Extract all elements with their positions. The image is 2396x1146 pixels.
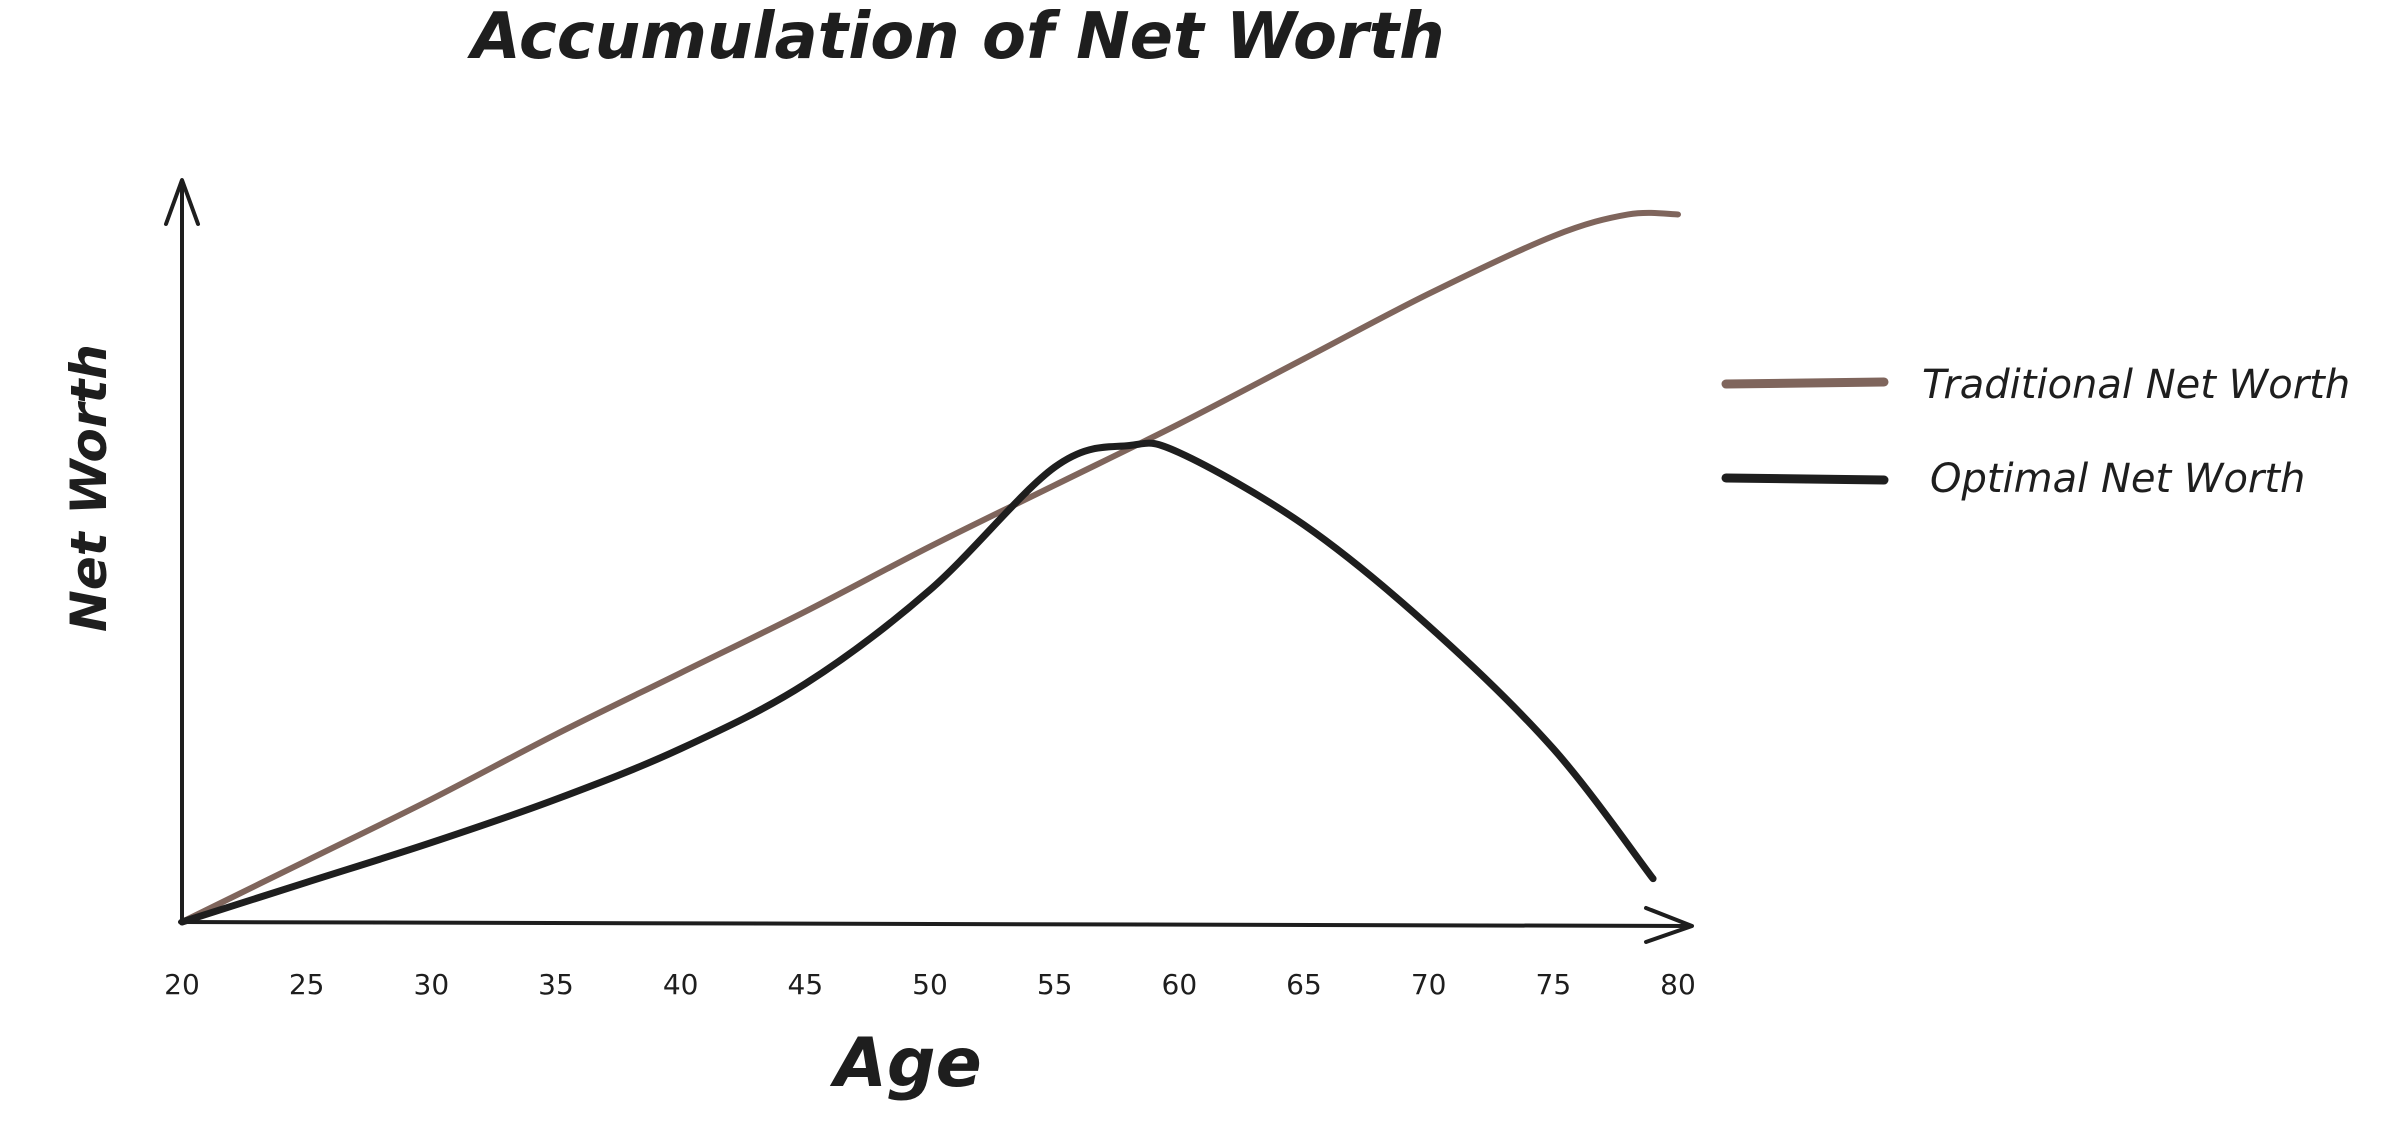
legend-swatch xyxy=(1721,377,1889,389)
x-tick-label: 40 xyxy=(663,968,699,1001)
x-tick-label: 45 xyxy=(788,968,824,1001)
x-tick-label: 70 xyxy=(1411,968,1447,1001)
x-tick-label: 25 xyxy=(289,968,325,1001)
x-tick-label: 50 xyxy=(912,968,948,1001)
legend-swatch xyxy=(1721,473,1889,485)
x-tick-labels: 20 25 30 35 40 45 50 55 60 65 70 75 80 xyxy=(164,968,1696,1001)
legend: Traditional Net Worth Optimal Net Worth xyxy=(1721,362,2350,502)
x-tick-label: 30 xyxy=(414,968,450,1001)
x-axis-title: Age xyxy=(829,1024,981,1103)
y-axis-arrow xyxy=(164,178,200,226)
legend-label: Optimal Net Worth xyxy=(1930,456,2305,502)
series-lines xyxy=(178,209,1681,926)
y-axis-title: Net Worth xyxy=(60,344,118,632)
x-tick-label: 55 xyxy=(1037,968,1073,1001)
series-line-optimal-net-worth xyxy=(178,439,1657,926)
axes xyxy=(164,178,1694,944)
x-axis-arrow xyxy=(1644,906,1694,944)
x-tick-label: 75 xyxy=(1536,968,1572,1001)
series-line-traditional-net-worth xyxy=(179,209,1681,925)
legend-label: Traditional Net Worth xyxy=(1922,362,2350,408)
x-tick-label: 20 xyxy=(164,968,200,1001)
x-tick-label: 65 xyxy=(1286,968,1322,1001)
x-tick-label: 60 xyxy=(1162,968,1198,1001)
x-tick-label: 35 xyxy=(538,968,574,1001)
x-tick-label: 80 xyxy=(1660,968,1696,1001)
x-axis-line xyxy=(178,920,1692,928)
chart-title: Accumulation of Net Worth xyxy=(466,0,1444,74)
